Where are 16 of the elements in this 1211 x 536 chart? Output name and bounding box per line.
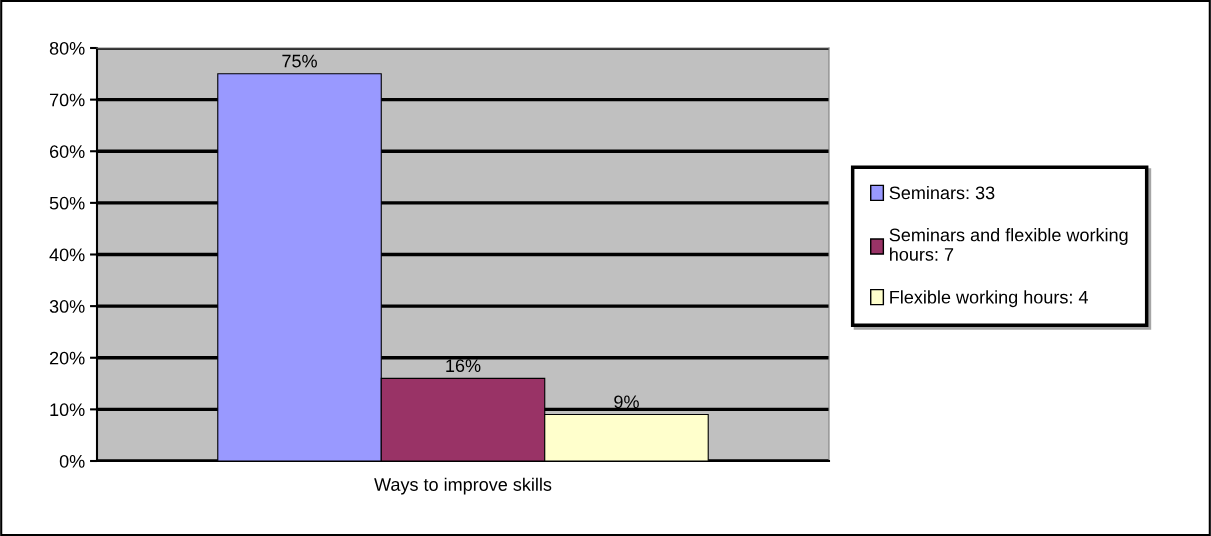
- legend-label: Flexible working hours: 4: [890, 290, 1088, 308]
- y-tick-label: 40%: [49, 248, 85, 262]
- y-tick-label: 30%: [49, 300, 85, 313]
- y-tick-label: 20%: [49, 351, 85, 365]
- legend-label: Seminars and flexible working hours: 7: [889, 228, 1128, 261]
- legend-label: Seminars: 33: [889, 185, 995, 200]
- y-tick-label: 80%: [49, 41, 85, 55]
- x-tick-label: Ways to improve skills: [374, 477, 552, 495]
- y-tick-label: 70%: [49, 93, 85, 107]
- y-tick-label: 10%: [50, 403, 85, 417]
- data-label: 16%: [446, 359, 481, 373]
- data-label: 9%: [614, 395, 639, 409]
- y-tick-label: 60%: [49, 145, 85, 158]
- y-tick-label: 0%: [59, 454, 85, 468]
- data-label: 75%: [282, 54, 317, 68]
- y-tick-label: 50%: [49, 196, 85, 210]
